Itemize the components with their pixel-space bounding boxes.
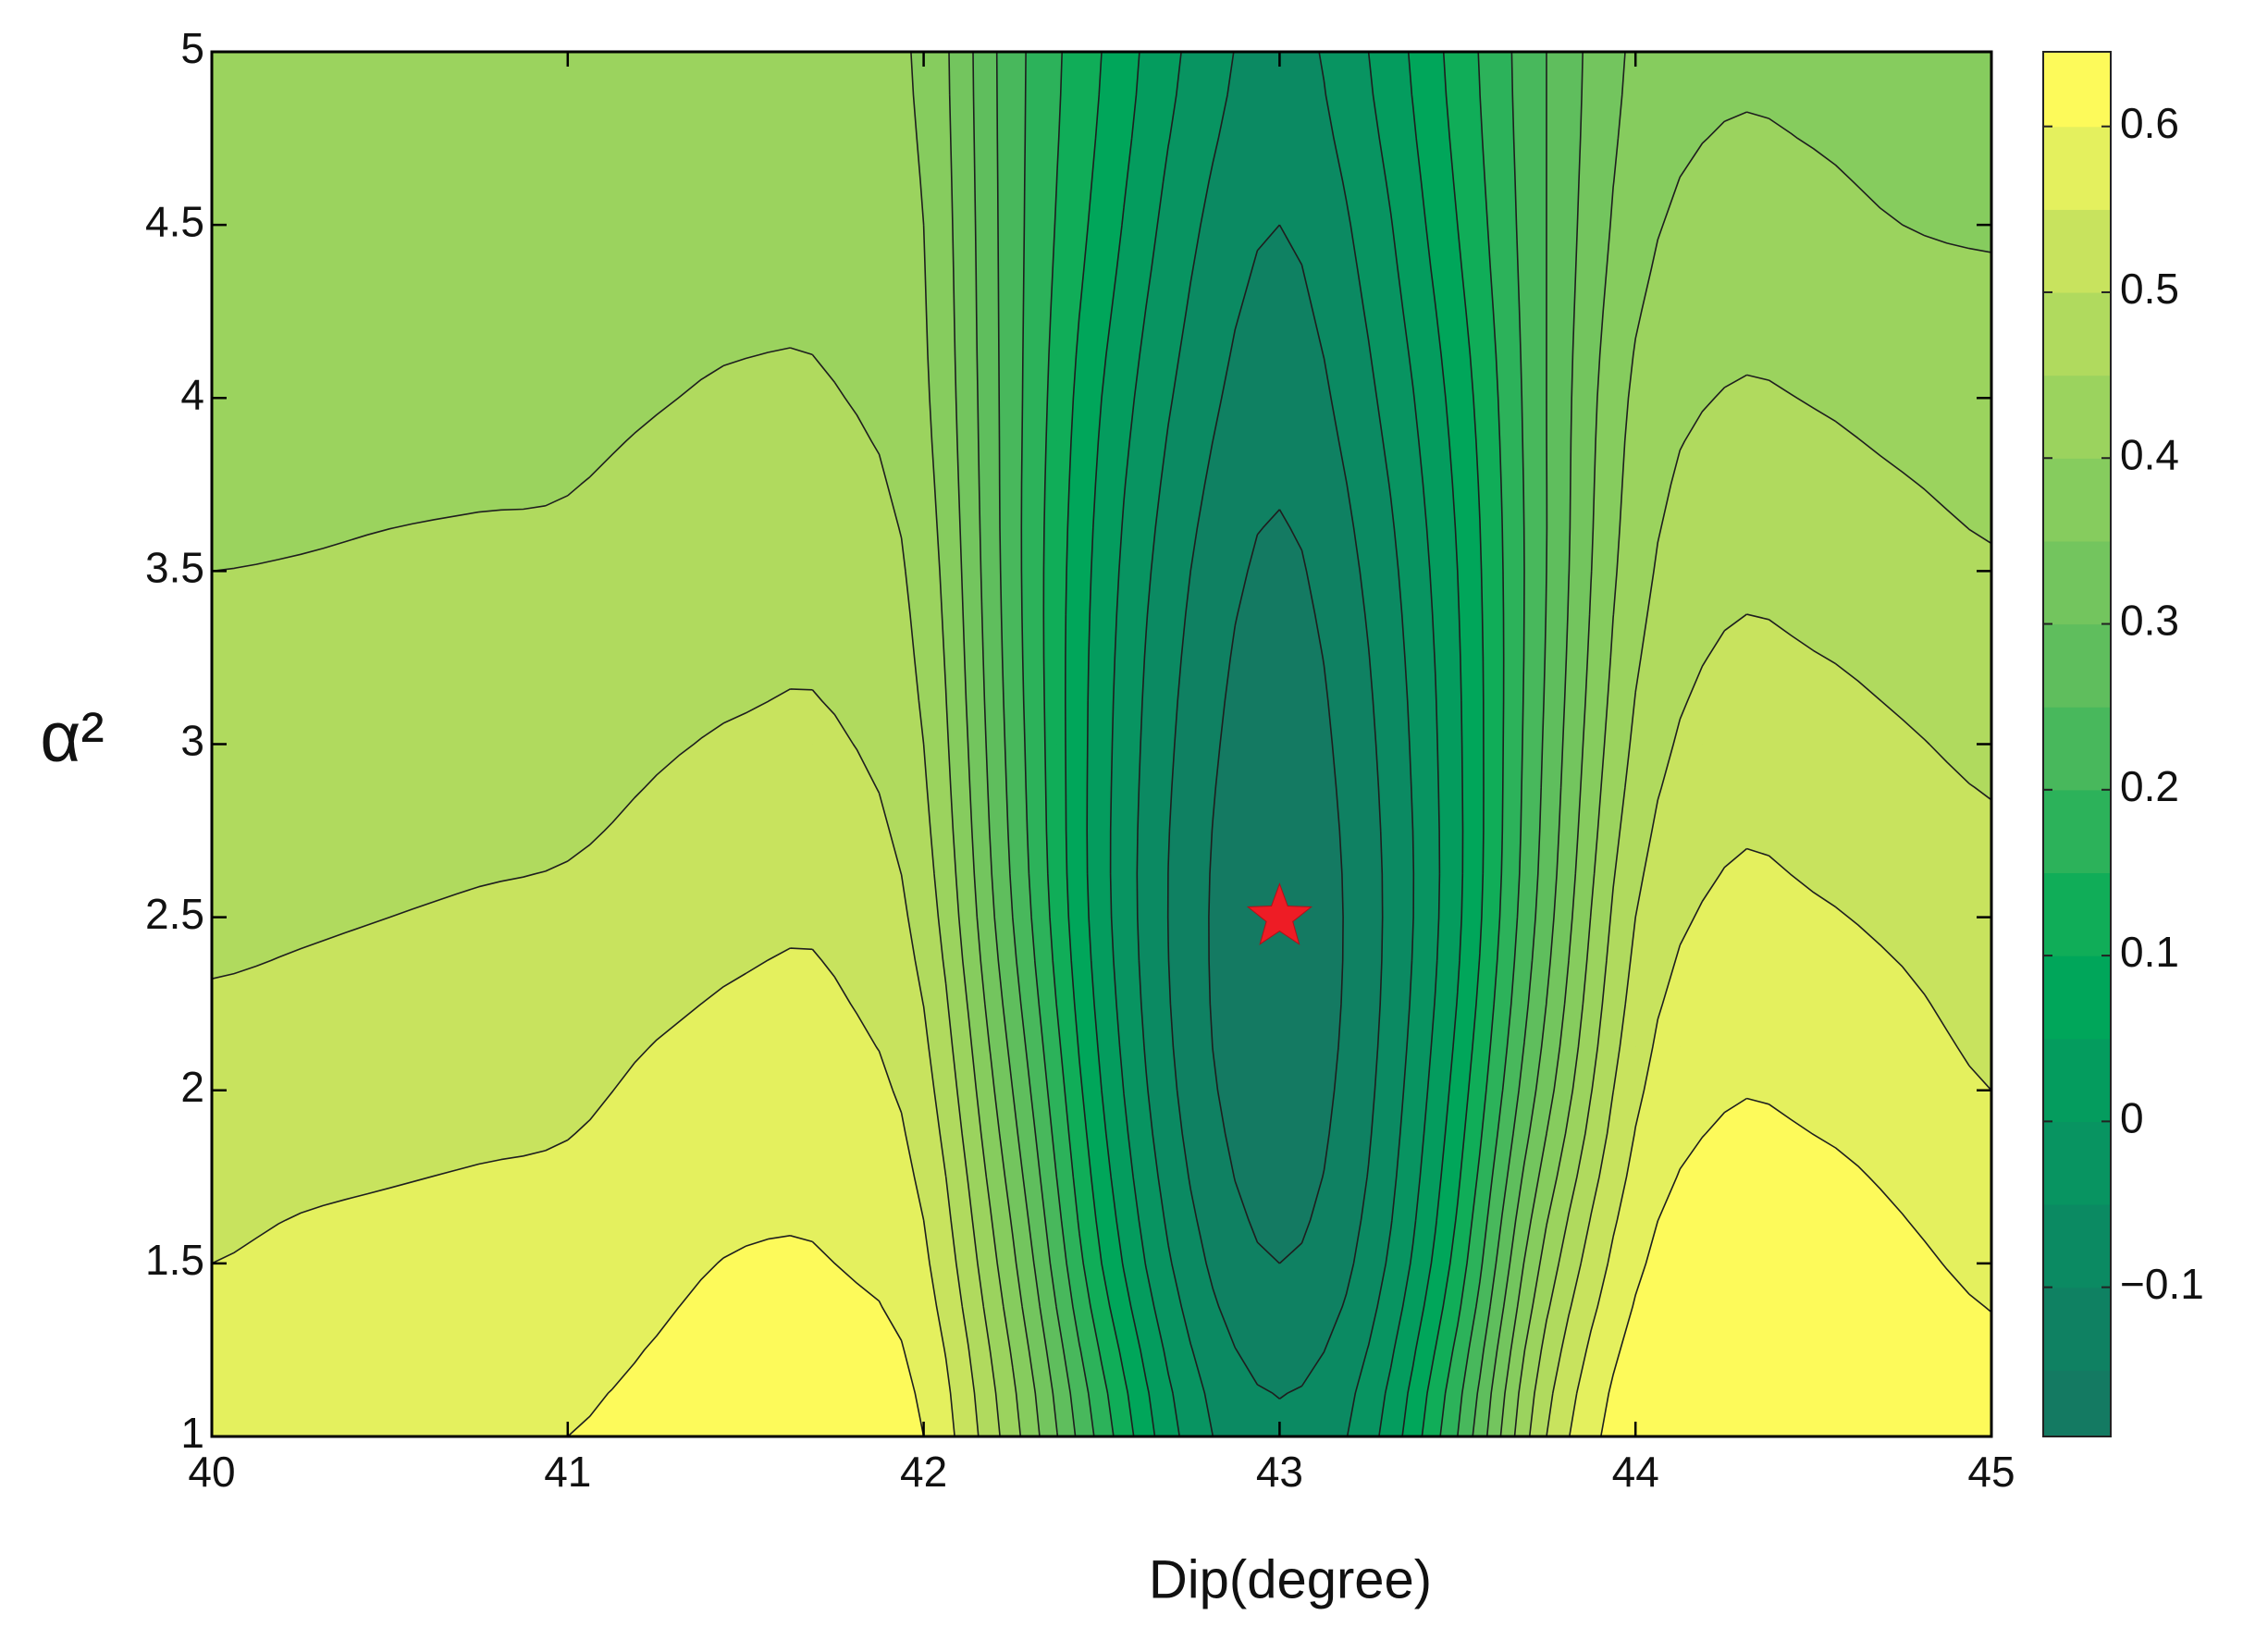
contour-line	[1208, 509, 1344, 1264]
y-tick-label: 1	[180, 1409, 204, 1457]
colorbar-tick-label: 0	[2120, 1094, 2144, 1142]
y-tick-label: 3.5	[145, 544, 204, 592]
x-axis-label: Dip(degree)	[1149, 1549, 1432, 1609]
contour-line	[1042, 51, 1505, 1437]
colorbar-band	[2043, 1204, 2111, 1288]
optimum-marker	[1246, 882, 1313, 945]
x-tick-label: 45	[1967, 1448, 2015, 1496]
colorbar-band	[2043, 1038, 2111, 1122]
contour-line	[211, 347, 1992, 1437]
colorbar-tick-label: 0.4	[2120, 430, 2179, 478]
colorbar-band	[2043, 375, 2111, 459]
colorbar-frame	[2042, 51, 2112, 1437]
contour-line	[1020, 51, 1525, 1437]
colorbar-band	[2043, 52, 2111, 128]
x-tick-label: 41	[544, 1448, 591, 1496]
contour-fills	[212, 52, 1991, 1436]
contour-line	[948, 51, 1626, 1437]
contour-line	[972, 51, 1584, 1437]
contour-line	[995, 51, 1548, 1437]
colorbar-band	[2043, 955, 2111, 1040]
contour-line	[1086, 51, 1464, 1437]
contour-line	[1109, 51, 1441, 1437]
y-tick-label: 4.5	[145, 197, 204, 245]
y-tick-label: 3	[180, 717, 204, 765]
colorbar-tick-label: −0.1	[2120, 1260, 2204, 1308]
x-tick-label: 43	[1256, 1448, 1303, 1496]
y-axis-label: α²	[40, 698, 104, 777]
colorbar-band	[2043, 623, 2111, 708]
x-tick-label: 40	[188, 1448, 235, 1496]
y-tick-label: 2.5	[145, 890, 204, 938]
colorbar-band	[2043, 1121, 2111, 1205]
colorbar-band	[2043, 1370, 2111, 1437]
contour-line	[211, 613, 1992, 1437]
x-tick-label: 44	[1612, 1448, 1659, 1496]
colorbar-band	[2043, 872, 2111, 956]
colorbar-band	[2043, 540, 2111, 625]
contour-line	[1166, 224, 1384, 1399]
colorbar-band	[2043, 789, 2111, 874]
colorbar-band	[2043, 291, 2111, 376]
y-tick-label: 5	[180, 24, 204, 72]
contour-line	[1065, 51, 1485, 1437]
colorbar-band	[2043, 458, 2111, 542]
x-tick-label: 42	[900, 1448, 947, 1496]
colorbar-tick-label: 0.1	[2120, 928, 2179, 976]
colorbar-band	[2043, 707, 2111, 791]
colorbar-band	[2043, 1287, 2111, 1371]
contour-line	[910, 51, 1992, 1437]
contour-band	[212, 848, 1991, 1436]
y-tick-label: 2	[180, 1063, 204, 1111]
contour-lines	[211, 51, 1992, 1437]
colorbar-band	[2043, 209, 2111, 293]
contour-line	[1136, 51, 1415, 1437]
colorbar-tick-label: 0.6	[2120, 99, 2179, 147]
y-tick-label: 4	[180, 370, 204, 418]
colorbar-tick-label: 0.2	[2120, 762, 2179, 810]
colorbar-tick-label: 0.3	[2120, 597, 2179, 645]
colorbar-band	[2043, 126, 2111, 210]
contour-band	[567, 1098, 1991, 1436]
y-tick-label: 1.5	[145, 1236, 204, 1284]
colorbar-tick-label: 0.5	[2120, 265, 2179, 313]
contour-line	[211, 847, 1992, 1437]
